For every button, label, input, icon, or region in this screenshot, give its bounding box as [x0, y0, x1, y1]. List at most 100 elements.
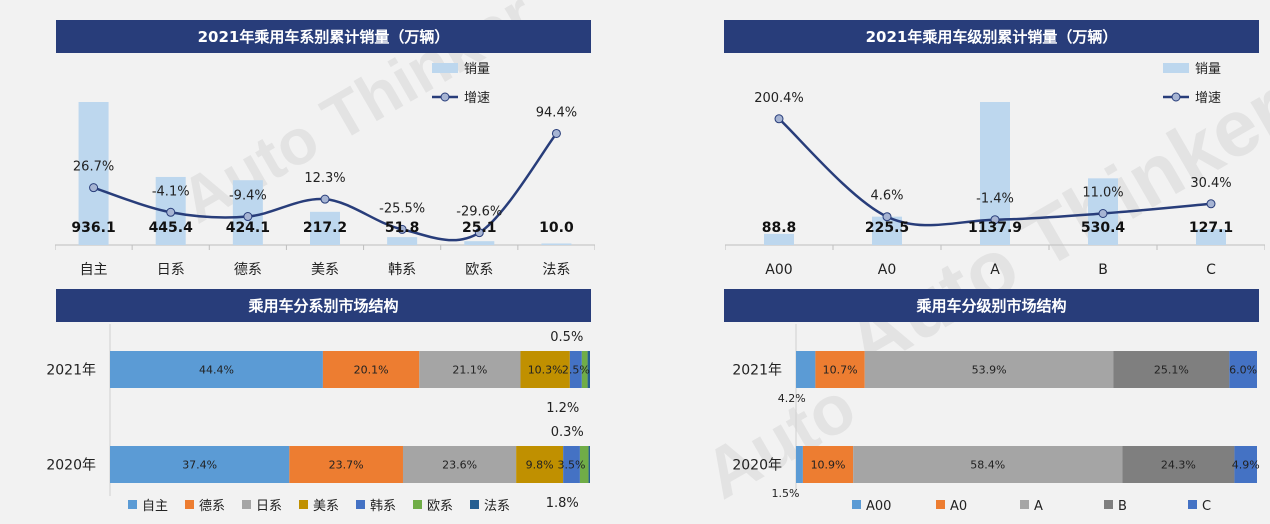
bar-data-label: 445.4	[149, 220, 194, 236]
bar-segment	[289, 446, 403, 483]
line-point	[474, 228, 484, 238]
bar-segment	[815, 351, 865, 388]
bar-data-label: 217.2	[303, 220, 347, 236]
x-tick-label: 德系	[234, 262, 262, 278]
segment-data-label: 53.9%	[972, 364, 1007, 377]
chart-title-brand-sales: 2021年乘用车系别累计销量（万辆）	[56, 20, 591, 53]
legend-label: 法系	[484, 499, 510, 514]
growth-data-label: -9.4%	[229, 189, 267, 204]
legend-swatch	[356, 500, 365, 509]
bar-segment	[588, 446, 590, 483]
bar-data-label: 530.4	[1081, 220, 1126, 236]
bar	[764, 233, 794, 245]
x-tick-label: 欧系	[465, 262, 493, 278]
line-point	[990, 215, 1000, 225]
x-tick-label: 美系	[311, 262, 339, 278]
y-tick-label: 2020年	[46, 458, 96, 474]
bar	[387, 237, 418, 245]
segment-data-label: 10.3%	[528, 364, 563, 377]
bar-data-label: 225.5	[865, 220, 909, 236]
x-tick-label: 韩系	[388, 262, 416, 278]
bar-data-label: 88.8	[762, 220, 797, 236]
legend-label: A0	[950, 499, 967, 514]
x-tick-label: 自主	[80, 262, 108, 278]
line-point	[882, 212, 892, 222]
segment-data-label: 1.2%	[546, 401, 579, 416]
bar-segment	[402, 446, 517, 483]
growth-data-label: 94.4%	[536, 105, 577, 120]
bar-data-label: 936.1	[71, 220, 115, 236]
segment-data-label: 58.4%	[970, 459, 1005, 472]
legend-swatch-sales	[1163, 63, 1189, 73]
segment-data-label: 4.2%	[778, 392, 806, 405]
bar-data-label: 424.1	[226, 220, 270, 236]
segment-data-label: 10.9%	[811, 459, 846, 472]
bar	[1196, 229, 1226, 245]
legend-label: C	[1202, 499, 1211, 514]
x-tick-label: 日系	[157, 262, 185, 278]
bar-data-label: 51.8	[385, 220, 420, 236]
segment-data-label: 0.5%	[550, 330, 583, 345]
combo-chart-class-sales: 200.4% 4.6% -1.4% 11.0% 30.4% 88.8 225.5 1137.9…	[725, 62, 1265, 278]
bar-segment	[563, 446, 580, 483]
line-point	[243, 212, 253, 222]
segment-data-label: 10.7%	[823, 364, 858, 377]
legend-swatch	[1188, 500, 1197, 509]
segment-data-label: 1.5%	[771, 487, 799, 500]
growth-data-label: 30.4%	[1190, 176, 1231, 191]
bar-data-label: 10.0	[539, 220, 574, 236]
line-point	[89, 183, 99, 193]
bar-data-label: 127.1	[1189, 220, 1233, 236]
stacked-chart-class-structure: 2021年 4.2% 10.7% 53.9% 25.1% 6.0% 2020年 1.5% 10.…	[732, 324, 1260, 514]
segment-data-label: 23.7%	[329, 459, 364, 472]
bar-segment	[1229, 351, 1257, 388]
chart-title-class-sales: 2021年乘用车级别累计销量（万辆）	[724, 20, 1259, 53]
segment-data-label: 37.4%	[182, 459, 217, 472]
segment-data-label: 20.1%	[354, 364, 389, 377]
legend-label-sales: 销量	[464, 62, 490, 77]
legend-swatch	[413, 500, 422, 509]
y-tick-label: 2021年	[732, 363, 782, 379]
y-tick-label: 2020年	[732, 458, 782, 474]
bar-segment	[579, 446, 589, 483]
bar-segment	[419, 351, 521, 388]
line-point	[1206, 199, 1216, 209]
legend-label-growth: 增速	[464, 91, 490, 106]
bar-segment	[796, 446, 803, 483]
bar-segment	[110, 446, 290, 483]
line-point	[551, 128, 561, 138]
y-tick-label: 2021年	[46, 363, 96, 379]
bar	[310, 211, 340, 245]
legend-swatch	[299, 500, 308, 509]
bar	[541, 243, 572, 245]
bar-segment	[796, 351, 816, 388]
bar	[78, 102, 109, 245]
legend-swatch	[185, 500, 194, 509]
bar-data-label: 1137.9	[968, 220, 1022, 236]
segment-data-label: 21.1%	[452, 364, 487, 377]
segment-data-label: 4.9%	[1232, 459, 1260, 472]
segment-data-label: 25.1%	[1154, 364, 1189, 377]
bar-data-label: 25.1	[462, 220, 497, 236]
segment-data-label: 2.5%	[562, 364, 590, 377]
segment-data-label: 24.3%	[1161, 459, 1196, 472]
line-point	[320, 194, 330, 204]
legend-label-sales: 销量	[1195, 62, 1221, 77]
legend-label: B	[1118, 499, 1127, 514]
segment-data-label: 0.3%	[551, 425, 584, 440]
growth-data-label: -25.5%	[379, 201, 425, 216]
x-tick-label: C	[1206, 262, 1216, 278]
growth-data-label: 4.6%	[870, 189, 903, 204]
bar-segment	[802, 446, 854, 483]
legend-swatch-sales	[432, 63, 458, 73]
segment-data-label: 3.5%	[558, 459, 586, 472]
bar-segment	[1113, 351, 1230, 388]
growth-data-label: 200.4%	[754, 91, 804, 106]
growth-data-label: -4.1%	[152, 184, 190, 199]
segment-data-label: 9.8%	[526, 459, 554, 472]
growth-data-label: 12.3%	[304, 171, 345, 186]
bar	[464, 241, 495, 245]
legend-label: A	[1034, 499, 1043, 514]
bar-segment	[322, 351, 420, 388]
bar-segment	[853, 446, 1123, 483]
